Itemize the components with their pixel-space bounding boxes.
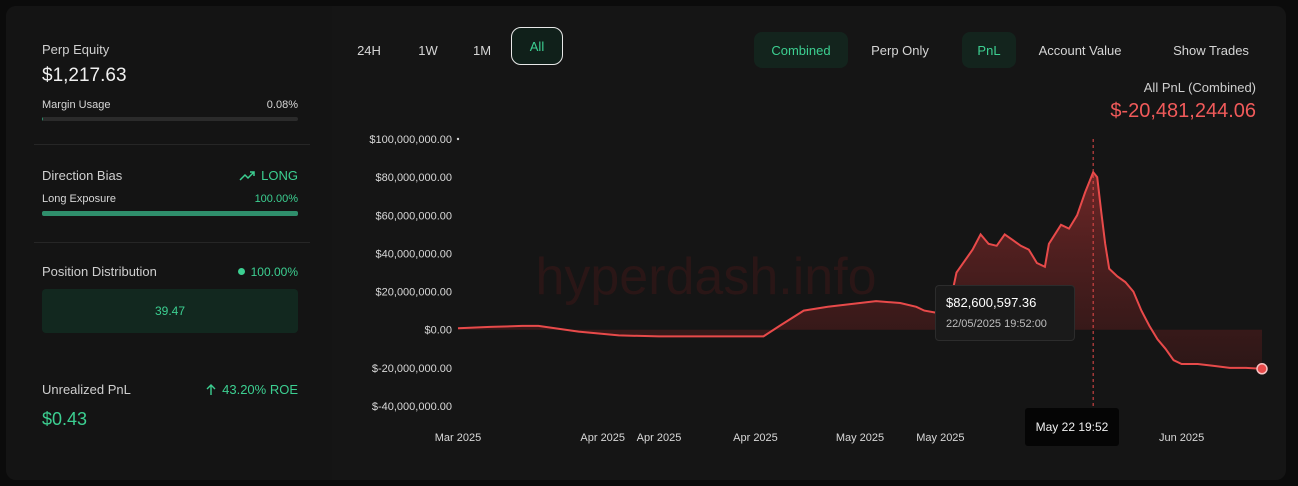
dashboard-frame: Perp Equity $1,217.63 Margin Usage 0.08%… [6, 6, 1286, 480]
y-tick-label: $60,000,000.00 [376, 210, 452, 222]
unrealized-pnl-label: Unrealized PnL [42, 382, 131, 397]
direction-bias-badge: LONG [239, 168, 298, 183]
x-tick-label: Mar 2025 [435, 432, 481, 444]
x-tick-label: May 2025 [916, 432, 964, 444]
position-distribution-badge: 100.00% [237, 264, 298, 279]
chart-tooltip: $82,600,597.36 22/05/2025 19:52:00 [935, 285, 1075, 341]
last-point-marker [1256, 363, 1268, 375]
position-distribution-fill [42, 289, 298, 333]
y-tick-label: $80,000,000.00 [376, 172, 452, 184]
perp-equity-section: Perp Equity $1,217.63 Margin Usage 0.08% [42, 42, 298, 121]
range-all-button[interactable]: All [511, 27, 563, 65]
divider [34, 242, 310, 243]
pnl-summary: All PnL (Combined) $-20,481,244.06 [1110, 80, 1256, 123]
watermark: hyperdash.info [535, 248, 876, 306]
perp-equity-label: Perp Equity [42, 42, 110, 57]
perp-equity-value: $1,217.63 [42, 65, 127, 86]
pnl-summary-label: All PnL (Combined) [1143, 80, 1256, 95]
margin-usage-label: Margin Usage [42, 99, 111, 111]
direction-bias-value: LONG [261, 168, 298, 183]
long-exposure-value: 100.00% [254, 193, 298, 205]
y-tick-label: $0.00 [424, 325, 452, 337]
position-distribution-bar[interactable]: 39.47 [42, 289, 298, 333]
axis-dot [456, 137, 460, 141]
margin-usage-bar [42, 117, 298, 121]
pnl-button[interactable]: PnL [962, 32, 1016, 68]
x-tick-label: Apr 2025 [637, 432, 682, 444]
unrealized-pnl-value: $0.43 [42, 409, 88, 429]
y-tick-label: $100,000,000.00 [369, 134, 452, 146]
trending-up-icon [239, 170, 255, 181]
y-tick-label: $40,000,000.00 [376, 248, 452, 260]
crosshair-date-badge: May 22 19:52 [1025, 408, 1119, 446]
y-tick-label: $-20,000,000.00 [372, 363, 452, 375]
green-dot-icon [237, 268, 245, 275]
y-tick-label: $20,000,000.00 [376, 287, 452, 299]
tooltip-date: 22/05/2025 19:52:00 [946, 318, 1047, 330]
account-summary-panel: Perp Equity $1,217.63 Margin Usage 0.08%… [6, 6, 332, 480]
tooltip-value: $82,600,597.36 [946, 295, 1037, 310]
position-distribution-label: Position Distribution [42, 264, 157, 279]
perp-only-button[interactable]: Perp Only [871, 42, 929, 58]
pnl-line [457, 170, 1263, 370]
pnl-summary-value: $-20,481,244.06 [1110, 100, 1256, 122]
roe-badge: 43.20% ROE [206, 382, 298, 397]
long-exposure-fill [42, 211, 298, 216]
position-distribution-value: 100.00% [250, 264, 298, 279]
direction-bias-section: Direction Bias LONG Long Exposure 100.00… [42, 168, 298, 216]
divider [34, 144, 310, 145]
direction-bias-label: Direction Bias [42, 168, 123, 183]
margin-usage-value: 0.08% [266, 99, 298, 111]
position-distribution-section: Position Distribution 100.00% 39.47 [42, 264, 298, 333]
range-24h-button[interactable]: 24H [357, 42, 381, 58]
show-trades-button[interactable]: Show Trades [1173, 42, 1249, 58]
x-tick-label: Jun 2025 [1159, 432, 1204, 444]
y-axis: $100,000,000.00 $80,000,000.00 $60,000,000… [369, 134, 452, 413]
range-1w-button[interactable]: 1W [418, 42, 438, 58]
x-tick-label: Apr 2025 [580, 432, 625, 444]
account-value-button[interactable]: Account Value [1038, 42, 1122, 58]
x-tick-label: May 2025 [836, 432, 884, 444]
unrealized-pnl-section: Unrealized PnL 43.20% ROE $0.43 [42, 382, 298, 430]
long-exposure-label: Long Exposure [42, 193, 116, 205]
combined-button[interactable]: Combined [754, 32, 848, 68]
unrealized-pnl-roe: 43.20% ROE [222, 382, 298, 397]
arrow-up-icon [206, 383, 216, 395]
range-1m-button[interactable]: 1M [472, 42, 492, 58]
position-box-value: 39.47 [154, 304, 186, 318]
y-tick-label: $-40,000,000.00 [372, 401, 452, 413]
x-tick-label: Apr 2025 [733, 432, 778, 444]
long-exposure-bar [42, 211, 298, 216]
